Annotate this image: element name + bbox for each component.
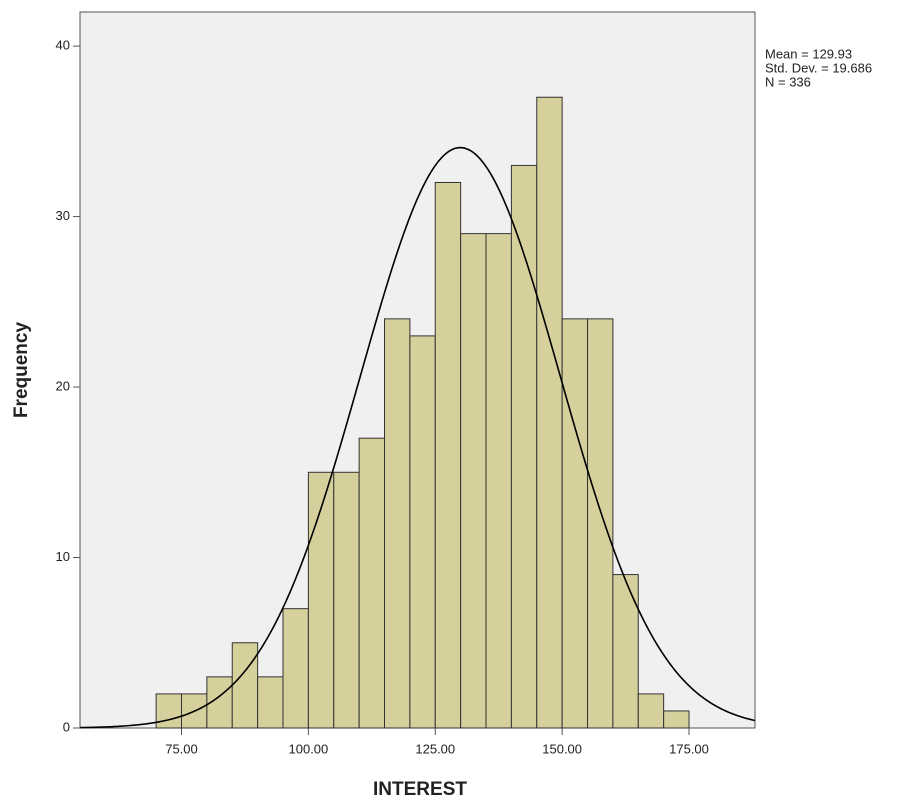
bar — [510, 164, 538, 729]
x-tick-label: 150.00 — [542, 741, 582, 756]
bar — [409, 335, 436, 729]
x-tick-label: 175.00 — [669, 741, 709, 756]
bar — [637, 693, 665, 729]
bar — [358, 437, 386, 729]
stat-label: Mean = 129.93 — [765, 46, 852, 61]
bar — [384, 318, 411, 729]
x-tick-label: 75.00 — [165, 741, 198, 756]
bar — [333, 471, 360, 729]
bar — [612, 574, 639, 729]
stat-label: N = 336 — [765, 74, 811, 89]
bar — [257, 676, 284, 729]
bar — [206, 676, 233, 729]
bar — [485, 233, 512, 729]
y-tick-label: 0 — [63, 719, 70, 734]
bar — [231, 642, 259, 729]
x-tick-label: 100.00 — [289, 741, 329, 756]
y-tick-label: 40 — [56, 38, 70, 53]
bar — [460, 233, 487, 729]
bar — [434, 181, 462, 729]
normal-curve — [79, 146, 756, 729]
bar — [155, 693, 183, 729]
bar — [536, 96, 563, 729]
stat-label: Std. Dev. = 19.686 — [765, 60, 872, 75]
y-tick-label: 30 — [56, 208, 70, 223]
bar — [282, 608, 309, 729]
x-axis-title: INTEREST — [373, 779, 467, 800]
y-tick-label: 10 — [56, 549, 70, 564]
bar — [561, 318, 589, 729]
x-tick-label: 125.00 — [415, 741, 455, 756]
y-tick-label: 20 — [56, 378, 70, 393]
bar — [587, 318, 614, 729]
bar — [663, 710, 690, 729]
y-axis-title: Frequency — [11, 322, 32, 419]
bar — [307, 471, 335, 729]
